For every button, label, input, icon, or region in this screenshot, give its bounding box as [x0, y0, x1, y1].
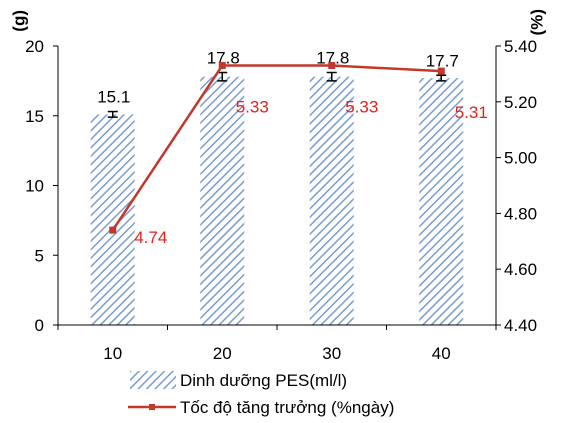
bar-data-label: 17.7: [426, 51, 459, 70]
line-series: 4.74 5.33 5.33 5.31: [109, 62, 488, 247]
left-axis-unit: (g): [9, 10, 28, 32]
bar: [309, 76, 354, 325]
growth-rate-data-label: 5.31: [455, 103, 488, 122]
growth-rate-data-label: 5.33: [345, 98, 378, 117]
right-axis-tick-label: 4.60: [504, 260, 537, 279]
legend: Dinh dưỡng PES(ml/l) Tốc độ tăng trưởng …: [128, 371, 394, 417]
bar-data-label: 15.1: [97, 88, 130, 107]
error-bars: [107, 71, 447, 118]
right-axis-tick-label: 4.80: [504, 204, 537, 223]
left-axis-tick-label: 20: [25, 37, 44, 56]
growth-rate-line: [111, 64, 442, 231]
growth-rate-data-label: 5.33: [236, 98, 269, 117]
right-axis-tick-label: 4.40: [504, 316, 537, 335]
legend-label-bar: Dinh dưỡng PES(ml/l): [180, 371, 347, 390]
bar: [419, 78, 464, 326]
bar: [200, 76, 245, 325]
x-axis-tick-label: 40: [432, 344, 451, 363]
growth-rate-point: [109, 226, 117, 234]
bar-data-label: 17.8: [207, 49, 240, 68]
right-axis-tick-label: 5.00: [504, 149, 537, 168]
legend-label-line: Tốc độ tăng trưởng (%ngày): [180, 398, 394, 417]
growth-rate-point: [328, 62, 336, 70]
growth-rate-point: [218, 62, 226, 70]
axes: 0 5 10 15 20 4.40 4.60 4.80 5.00 5.20 5.40 10 20 30 40: [25, 37, 537, 363]
x-axis-tick-label: 20: [213, 344, 232, 363]
x-axis-tick-label: 30: [322, 344, 341, 363]
left-axis-tick-label: 15: [25, 107, 44, 126]
left-axis-tick-label: 0: [35, 316, 44, 335]
left-axis-tick-label: 10: [25, 177, 44, 196]
right-axis-tick-label: 5.20: [504, 93, 537, 112]
legend-swatch-bar: [130, 371, 176, 389]
growth-rate-point: [437, 67, 445, 75]
bar-data-label: 17.8: [316, 49, 349, 68]
bar: [90, 114, 135, 325]
left-axis-tick-label: 5: [35, 246, 44, 265]
right-axis-tick-label: 5.40: [504, 37, 537, 56]
right-axis-unit: (%): [527, 9, 546, 35]
legend-swatch-line-marker: [149, 404, 155, 410]
bar-series: 15.1 17.8 17.8 17.7: [90, 49, 464, 326]
x-axis-tick-label: 10: [103, 344, 122, 363]
growth-rate-data-label: 4.74: [134, 228, 167, 247]
